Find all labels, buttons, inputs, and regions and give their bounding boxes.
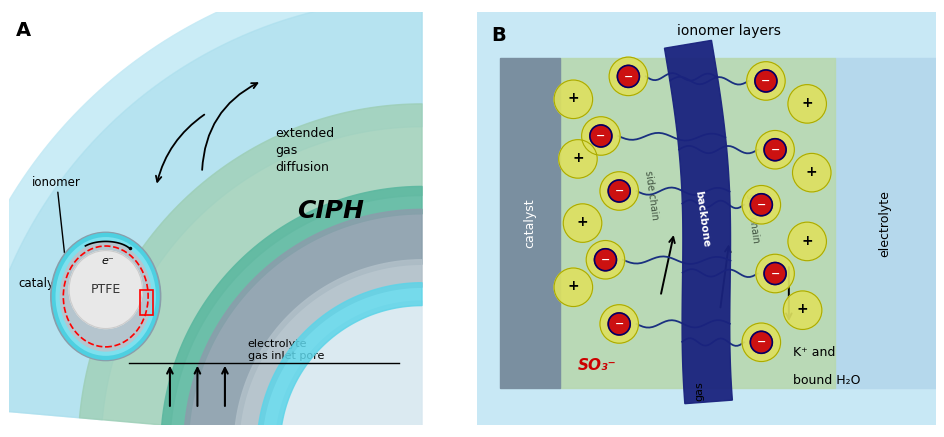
Ellipse shape [69,250,143,329]
Circle shape [746,62,784,100]
Text: −: − [761,76,769,86]
Polygon shape [258,283,422,435]
Text: side chain: side chain [642,170,659,221]
Text: ionomer layers: ionomer layers [677,24,781,38]
Circle shape [599,172,638,210]
Polygon shape [79,104,422,426]
Text: backbone: backbone [692,190,710,247]
Text: −: − [600,255,610,265]
Circle shape [589,125,611,147]
Circle shape [581,117,619,155]
Text: −: − [769,268,779,278]
Ellipse shape [51,232,160,361]
Bar [559,58,834,388]
Text: ionomer: ionomer [32,177,81,253]
Circle shape [787,222,826,261]
Text: −: − [614,319,623,329]
Bar [834,58,935,388]
Text: SO₃⁻: SO₃⁻ [578,358,615,373]
Text: −: − [769,145,779,155]
Text: bound H₂O: bound H₂O [793,374,860,387]
Text: side chain: side chain [743,193,760,244]
Circle shape [754,70,776,92]
Polygon shape [0,0,422,420]
Circle shape [750,194,771,216]
Text: −: − [614,186,623,196]
Circle shape [755,131,794,169]
Bar [140,290,153,315]
Circle shape [558,140,597,178]
Polygon shape [234,260,422,434]
Circle shape [787,85,826,123]
Text: +: + [801,96,812,110]
Text: −: − [623,71,632,81]
Text: extended
gas
diffusion: extended gas diffusion [275,127,334,174]
Bar [499,58,559,388]
Text: +: + [796,302,807,316]
Polygon shape [184,209,422,432]
Circle shape [783,291,821,329]
Text: B: B [490,26,505,45]
Circle shape [553,80,592,118]
Ellipse shape [58,239,154,354]
Text: electrolyte: electrolyte [878,190,891,257]
Text: catalyst: catalyst [523,198,536,248]
Circle shape [792,153,830,192]
Text: −: − [756,337,766,347]
Text: +: + [801,233,812,247]
Text: electrolyte
gas inlet pore: electrolyte gas inlet pore [247,339,324,361]
Text: A: A [16,21,31,40]
Text: CIPH: CIPH [296,200,363,223]
Circle shape [755,254,794,293]
Text: catalyst: catalyst [19,277,65,296]
Circle shape [764,263,785,284]
Polygon shape [276,301,422,437]
Text: +: + [567,91,579,105]
Text: K⁺ and: K⁺ and [793,346,834,359]
Text: +: + [567,279,579,293]
Polygon shape [664,40,732,404]
Circle shape [594,249,615,271]
Text: +: + [571,151,583,165]
Circle shape [741,185,780,224]
Text: e⁻: e⁻ [101,257,114,266]
Text: −: − [756,200,766,210]
Circle shape [741,323,780,361]
Text: −: − [596,131,605,141]
Text: gas: gas [694,381,703,401]
Circle shape [609,57,647,96]
Circle shape [563,204,601,243]
Polygon shape [0,0,422,418]
Text: PTFE: PTFE [91,283,121,296]
Text: +: + [805,165,817,179]
Text: +: + [576,215,588,229]
Circle shape [608,313,630,335]
Polygon shape [161,187,422,427]
Circle shape [616,66,639,87]
Circle shape [750,331,771,353]
Circle shape [764,139,785,161]
Circle shape [553,268,592,306]
Circle shape [599,305,638,343]
Circle shape [585,240,624,279]
Circle shape [608,180,630,202]
